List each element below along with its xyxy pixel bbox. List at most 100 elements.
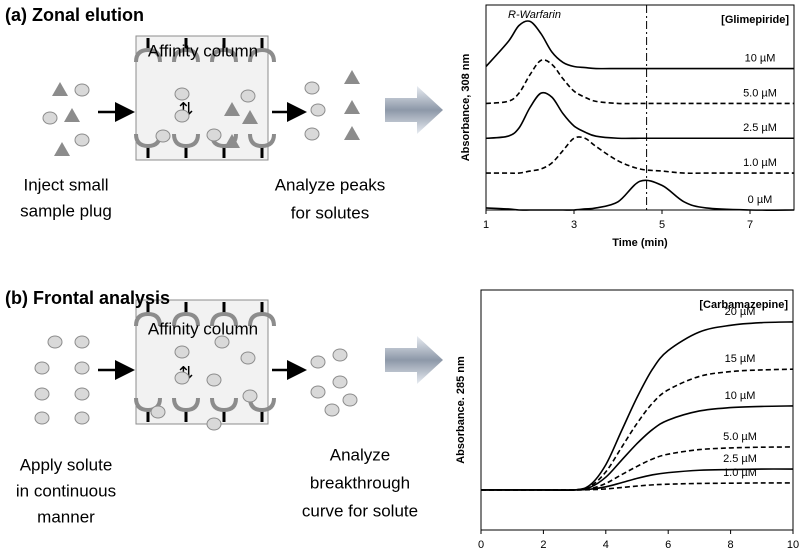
solute-circle xyxy=(155,129,171,143)
solute-circle xyxy=(74,361,90,375)
receptor-top xyxy=(172,311,200,327)
series-label: 10 µM xyxy=(745,52,776,64)
series-label: 1.0 µM xyxy=(723,467,757,479)
trace xyxy=(485,179,795,211)
plot-frame xyxy=(485,4,795,211)
peak-annotation: R-Warfarin xyxy=(508,9,561,21)
solute-triangle xyxy=(224,102,240,116)
solute-circle xyxy=(206,128,222,142)
y-axis-label: Absorbance, 308 nm xyxy=(460,53,472,161)
receptor-top xyxy=(248,311,276,327)
output-caption: for solutes xyxy=(291,203,369,222)
receptor-top xyxy=(134,47,162,63)
solute-circle xyxy=(34,361,50,375)
receptor-bottom xyxy=(134,397,162,413)
input-caption: Inject small xyxy=(23,175,108,194)
x-tick-label: 7 xyxy=(747,219,753,231)
receptor-top xyxy=(210,311,238,327)
solute-triangle xyxy=(344,126,360,140)
legend-title: [Glimepiride] xyxy=(721,14,789,26)
solute-circle xyxy=(74,387,90,401)
plot-frame xyxy=(480,289,794,531)
series-label: 2.5 µM xyxy=(743,122,777,134)
receptor-top xyxy=(210,47,238,63)
legend-title: [Carbamazepine] xyxy=(699,299,788,311)
solute-circle xyxy=(74,133,90,147)
trace xyxy=(485,20,794,70)
output-caption: curve for solute xyxy=(302,501,418,520)
x-tick-label: 8 xyxy=(728,539,734,551)
solute-circle xyxy=(34,411,50,425)
x-tick-label: 1 xyxy=(483,219,489,231)
solute-circle xyxy=(240,89,256,103)
column-label: Affinity column xyxy=(148,41,258,60)
input-caption: in continuous xyxy=(16,481,116,500)
solute-circle xyxy=(242,389,258,403)
solute-triangle xyxy=(64,108,80,122)
solute-circle xyxy=(174,109,190,123)
solute-circle xyxy=(42,111,58,125)
series-label: 1.0 µM xyxy=(743,157,777,169)
x-axis-label: Time (min) xyxy=(612,237,668,249)
solute-circle xyxy=(332,375,348,389)
input-caption: manner xyxy=(37,507,95,526)
trace xyxy=(485,136,794,175)
solute-circle xyxy=(324,403,340,417)
solute-circle xyxy=(74,83,90,97)
solute-circle xyxy=(174,345,190,359)
process-arrow xyxy=(385,86,443,134)
trace xyxy=(481,468,794,491)
trace xyxy=(485,91,794,140)
receptor-top xyxy=(248,47,276,63)
receptor-bottom xyxy=(248,397,276,413)
solute-circle xyxy=(310,385,326,399)
column-label: Affinity column xyxy=(148,319,258,338)
solute-circle xyxy=(34,387,50,401)
solute-circle xyxy=(240,351,256,365)
output-caption: breakthrough xyxy=(310,473,410,492)
solute-circle xyxy=(304,81,320,95)
solute-circle xyxy=(174,87,190,101)
solute-circle xyxy=(74,411,90,425)
receptor-bottom xyxy=(248,133,276,149)
solute-triangle xyxy=(54,142,70,156)
x-tick-label: 6 xyxy=(665,539,671,551)
solute-circle xyxy=(206,417,222,431)
solute-circle xyxy=(174,371,190,385)
series-label: 20 µM xyxy=(725,306,756,318)
solute-triangle xyxy=(344,70,360,84)
receptor-bottom xyxy=(210,397,238,413)
solute-circle xyxy=(304,127,320,141)
receptor-bottom xyxy=(172,133,200,149)
trace xyxy=(485,59,794,105)
solute-circle xyxy=(214,335,230,349)
trace xyxy=(481,446,794,491)
input-caption: sample plug xyxy=(20,201,112,220)
y-axis-label: Absorbance. 285 nm xyxy=(455,356,467,464)
process-arrow xyxy=(385,336,443,384)
solute-triangle xyxy=(52,82,68,96)
x-tick-label: 3 xyxy=(571,219,577,231)
solute-circle xyxy=(310,355,326,369)
x-tick-label: 5 xyxy=(659,219,665,231)
x-tick-label: 10 xyxy=(787,539,799,551)
series-label: 2.5 µM xyxy=(723,453,757,465)
solute-circle xyxy=(310,103,326,117)
x-tick-label: 2 xyxy=(540,539,546,551)
trace xyxy=(481,368,794,491)
panel-title: (b) Frontal analysis xyxy=(5,288,170,308)
output-caption: Analyze xyxy=(330,445,390,464)
trace xyxy=(481,482,794,491)
x-tick-label: 4 xyxy=(603,539,609,551)
series-label: 5.0 µM xyxy=(723,431,757,443)
x-tick-label: 0 xyxy=(478,539,484,551)
input-caption: Apply solute xyxy=(20,455,113,474)
solute-triangle xyxy=(242,110,258,124)
solute-circle xyxy=(206,373,222,387)
panel-title: (a) Zonal elution xyxy=(5,5,144,25)
solute-triangle xyxy=(344,100,360,114)
receptor-bottom xyxy=(172,397,200,413)
series-label: 0 µM xyxy=(748,194,773,206)
solute-circle xyxy=(342,393,358,407)
